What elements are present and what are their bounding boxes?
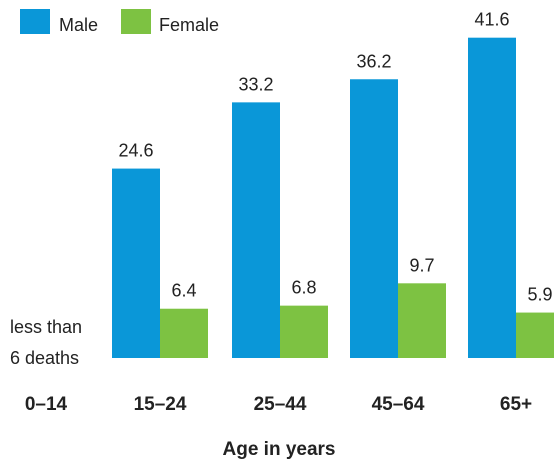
bar-female-3: [398, 283, 446, 358]
bar-label-female-4: 5.9: [527, 285, 552, 305]
note-line-2: 6 deaths: [10, 348, 79, 368]
bar-label-male-4: 41.6: [474, 10, 509, 30]
bar-label-female-2: 6.8: [291, 278, 316, 298]
legend-swatch-female: [121, 9, 151, 34]
bar-label-male-1: 24.6: [118, 141, 153, 161]
bar-female-2: [280, 305, 328, 358]
bar-female-4: [516, 312, 554, 358]
note-line-1: less than: [10, 317, 82, 337]
x-axis-ticks: 0–14 15–24 25–44 45–64 65+: [25, 394, 532, 415]
x-axis-title: Age in years: [223, 439, 336, 460]
bar-male-1: [112, 168, 160, 358]
value-labels-layer: 24.6 6.4 33.2 6.8 36.2 9.7 41.6 5.9: [118, 10, 552, 305]
bars-layer: [112, 37, 554, 359]
bar-label-female-3: 9.7: [409, 255, 434, 275]
x-tick-label-0: 0–14: [25, 394, 68, 415]
x-tick-label-1: 15–24: [134, 394, 187, 415]
bar-label-male-3: 36.2: [356, 51, 391, 71]
x-tick-label-4: 65+: [500, 394, 532, 415]
bar-male-2: [232, 102, 280, 358]
bar-label-male-2: 33.2: [238, 74, 273, 94]
bar-male-3: [350, 79, 398, 358]
legend-swatch-male: [20, 9, 50, 34]
legend: Male Female: [20, 9, 219, 35]
bar-female-1: [160, 308, 208, 358]
first-category-note: less than 6 deaths: [10, 317, 82, 368]
bar-male-4: [468, 37, 516, 359]
x-tick-label-2: 25–44: [254, 394, 307, 415]
legend-label-female: Female: [159, 15, 219, 35]
x-tick-label-3: 45–64: [372, 394, 425, 415]
bar-label-female-1: 6.4: [171, 281, 196, 301]
legend-label-male: Male: [59, 15, 98, 35]
